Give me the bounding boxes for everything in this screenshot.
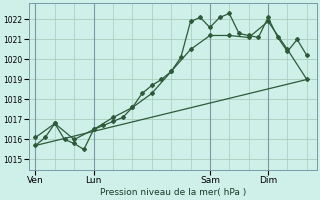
X-axis label: Pression niveau de la mer( hPa ): Pression niveau de la mer( hPa ) xyxy=(100,188,246,197)
